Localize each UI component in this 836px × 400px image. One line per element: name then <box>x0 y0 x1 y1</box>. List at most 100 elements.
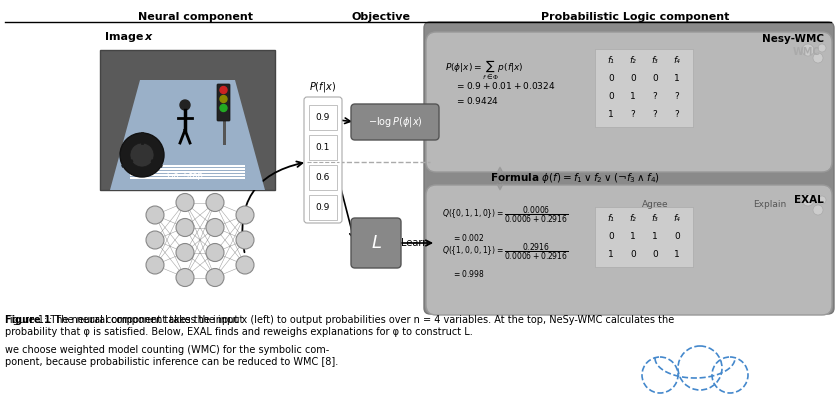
FancyBboxPatch shape <box>426 32 832 172</box>
Text: $L$: $L$ <box>370 234 381 252</box>
Bar <box>130 168 245 170</box>
Text: $Q(\{1,0,0,1\}) = \dfrac{0.2916}{0.0006+0.2916}$: $Q(\{1,0,0,1\}) = \dfrac{0.2916}{0.0006+… <box>442 242 568 262</box>
Text: $P(\phi|x) = \sum_{f \in \Phi} p(f|x)$: $P(\phi|x) = \sum_{f \in \Phi} p(f|x)$ <box>445 58 523 82</box>
Text: $-\log P(\phi|x)$: $-\log P(\phi|x)$ <box>368 115 422 129</box>
Text: ?: ? <box>653 92 657 101</box>
Text: 1: 1 <box>674 250 680 259</box>
Text: Neural component: Neural component <box>137 12 252 22</box>
Circle shape <box>206 268 224 286</box>
Text: Image: Image <box>105 32 147 42</box>
Text: 1: 1 <box>630 92 636 101</box>
Circle shape <box>176 244 194 262</box>
Text: 0: 0 <box>608 92 614 101</box>
Text: 1: 1 <box>608 110 614 119</box>
Circle shape <box>818 196 826 204</box>
Bar <box>223 85 226 145</box>
Text: f₃: f₃ <box>651 56 659 65</box>
Circle shape <box>236 256 254 274</box>
Text: 0: 0 <box>608 232 614 241</box>
Bar <box>130 177 245 179</box>
Circle shape <box>130 143 154 167</box>
Circle shape <box>813 53 823 63</box>
Circle shape <box>146 206 164 224</box>
Circle shape <box>818 44 826 52</box>
Text: 0: 0 <box>630 74 636 83</box>
Text: Figure 1: The neural component takes the input x (left) to output probabilities : Figure 1: The neural component takes the… <box>5 315 675 337</box>
Text: Nesy-WMC: Nesy-WMC <box>762 34 824 44</box>
Circle shape <box>206 244 224 262</box>
FancyBboxPatch shape <box>217 84 230 121</box>
Circle shape <box>146 231 164 249</box>
Text: Formula $\phi(f) = f_1 \vee f_2 \vee (\neg f_3 \wedge f_4)$: Formula $\phi(f) = f_1 \vee f_2 \vee (\n… <box>490 171 660 185</box>
Circle shape <box>802 44 814 56</box>
FancyBboxPatch shape <box>304 97 342 223</box>
Text: 1: 1 <box>652 232 658 241</box>
Text: Objective: Objective <box>351 12 410 22</box>
Bar <box>309 105 337 130</box>
Text: Learn: Learn <box>401 238 429 248</box>
Text: f₂: f₂ <box>630 56 636 65</box>
FancyBboxPatch shape <box>424 22 834 314</box>
Circle shape <box>176 218 194 236</box>
Circle shape <box>206 194 224 212</box>
Circle shape <box>176 268 194 286</box>
Circle shape <box>120 133 164 177</box>
Text: : The neural component takes the input: : The neural component takes the input <box>49 315 247 325</box>
Text: $Q(\{0,1,1,0\}) = \dfrac{0.0006}{0.0006+0.2916}$: $Q(\{0,1,1,0\}) = \dfrac{0.0006}{0.0006+… <box>442 205 568 225</box>
Text: 0: 0 <box>674 232 680 241</box>
Polygon shape <box>110 80 265 190</box>
Text: $P(f|x)$: $P(f|x)$ <box>309 80 337 94</box>
Text: 1: 1 <box>630 232 636 241</box>
Bar <box>309 165 337 190</box>
Text: 0: 0 <box>652 250 658 259</box>
Bar <box>130 174 245 176</box>
Bar <box>309 195 337 220</box>
Circle shape <box>180 100 190 110</box>
Text: f₁: f₁ <box>608 214 614 223</box>
FancyBboxPatch shape <box>351 104 439 140</box>
Circle shape <box>176 194 194 212</box>
Text: Agree: Agree <box>642 200 668 209</box>
Bar <box>595 49 693 127</box>
Circle shape <box>236 231 254 249</box>
Text: 0.1: 0.1 <box>316 142 330 152</box>
Text: Explain: Explain <box>753 200 787 209</box>
Text: 0.9: 0.9 <box>316 112 330 122</box>
Text: 0: 0 <box>630 250 636 259</box>
Circle shape <box>206 218 224 236</box>
Circle shape <box>220 96 227 102</box>
Text: Probabilistic Logic component: Probabilistic Logic component <box>541 12 729 22</box>
Circle shape <box>220 104 227 112</box>
Text: f₄: f₄ <box>674 56 681 65</box>
Text: 1: 1 <box>608 250 614 259</box>
Text: 0.6: 0.6 <box>316 172 330 182</box>
Text: $= 0.9424$: $= 0.9424$ <box>455 95 499 106</box>
Circle shape <box>146 256 164 274</box>
Text: f₄: f₄ <box>674 214 681 223</box>
Bar <box>100 50 275 190</box>
Text: ?: ? <box>675 110 680 119</box>
FancyBboxPatch shape <box>426 185 832 315</box>
Text: f₂: f₂ <box>630 214 636 223</box>
Circle shape <box>802 194 814 206</box>
Text: 0: 0 <box>608 74 614 83</box>
Text: 1: 1 <box>674 74 680 83</box>
Circle shape <box>813 205 823 215</box>
Circle shape <box>220 86 227 94</box>
Bar <box>130 171 245 173</box>
Text: $= 0.002$: $= 0.002$ <box>452 232 484 243</box>
Text: Figure 1: Figure 1 <box>5 315 51 325</box>
Text: Go  Stop: Go Stop <box>167 171 203 180</box>
Text: $= 0.998$: $= 0.998$ <box>452 268 485 279</box>
Text: 0.9: 0.9 <box>316 202 330 212</box>
Text: $= 0.9 + 0.01 + 0.0324$: $= 0.9 + 0.01 + 0.0324$ <box>455 80 555 91</box>
FancyBboxPatch shape <box>351 218 401 268</box>
Text: WMC: WMC <box>793 47 820 57</box>
Text: we choose weighted model counting (WMC) for the symbolic com-
ponent, because pr: we choose weighted model counting (WMC) … <box>5 345 339 366</box>
Text: 0: 0 <box>652 74 658 83</box>
Text: EXAL: EXAL <box>794 195 824 205</box>
Text: x: x <box>144 32 151 42</box>
Text: f₃: f₃ <box>651 214 659 223</box>
Text: ?: ? <box>675 92 680 101</box>
Text: ?: ? <box>653 110 657 119</box>
